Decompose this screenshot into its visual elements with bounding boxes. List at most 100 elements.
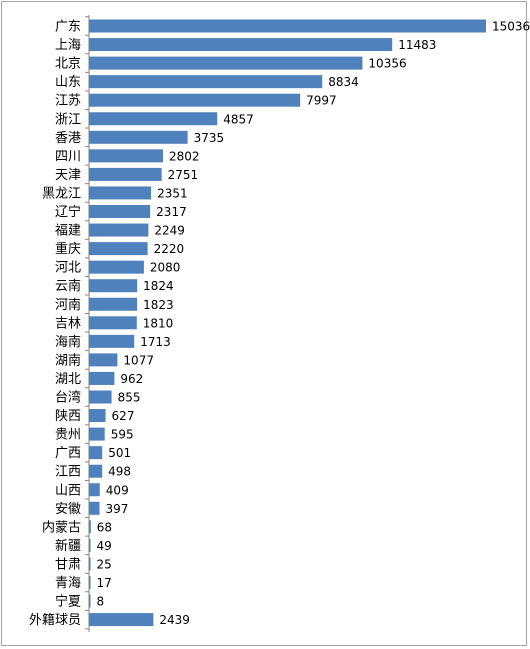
category-label: 江苏 bbox=[55, 93, 81, 109]
bar bbox=[89, 594, 91, 608]
value-label: 1077 bbox=[123, 353, 154, 367]
category-label: 北京 bbox=[55, 57, 81, 72]
category-label: 宁夏 bbox=[55, 594, 81, 610]
value-label: 1823 bbox=[143, 298, 174, 312]
bar bbox=[89, 205, 151, 218]
category-label: 陕西 bbox=[55, 409, 81, 424]
bar bbox=[89, 167, 162, 181]
category-label: 外籍球员 bbox=[29, 612, 81, 628]
value-label: 1824 bbox=[143, 279, 174, 293]
bar bbox=[89, 260, 144, 274]
bar bbox=[89, 112, 218, 126]
value-label: 49 bbox=[97, 539, 112, 553]
value-label: 3735 bbox=[194, 131, 225, 145]
value-label: 2220 bbox=[154, 242, 185, 256]
category-label: 山西 bbox=[55, 483, 81, 498]
bar bbox=[89, 427, 105, 441]
bar bbox=[89, 483, 100, 497]
value-label: 17 bbox=[97, 576, 112, 590]
bar bbox=[89, 538, 91, 552]
bar bbox=[89, 520, 91, 534]
value-label: 2317 bbox=[156, 205, 187, 219]
value-label: 409 bbox=[106, 483, 129, 497]
value-label: 8 bbox=[97, 595, 105, 609]
value-label: 2249 bbox=[154, 224, 185, 238]
value-label: 8834 bbox=[328, 75, 359, 89]
category-label: 海南 bbox=[55, 334, 81, 350]
category-label: 吉林 bbox=[55, 316, 81, 331]
bar bbox=[89, 557, 91, 571]
category-label: 内蒙古 bbox=[42, 519, 81, 535]
category-label: 福建 bbox=[55, 224, 81, 239]
bar bbox=[89, 38, 393, 52]
bar bbox=[89, 371, 115, 385]
value-label: 68 bbox=[97, 520, 112, 534]
bar bbox=[89, 409, 106, 423]
category-label: 辽宁 bbox=[55, 204, 81, 220]
bar bbox=[89, 186, 152, 200]
category-label: 河北 bbox=[55, 261, 81, 276]
value-label: 1810 bbox=[143, 316, 174, 330]
category-label: 广东 bbox=[55, 20, 81, 35]
category-label: 浙江 bbox=[55, 112, 81, 127]
bar bbox=[89, 93, 301, 107]
value-label: 4857 bbox=[223, 112, 254, 126]
category-label: 四川 bbox=[55, 149, 81, 164]
bar bbox=[89, 464, 103, 478]
bar bbox=[89, 130, 188, 144]
category-label: 青海 bbox=[55, 576, 81, 591]
value-label: 10356 bbox=[368, 57, 406, 71]
category-label: 黑龙江 bbox=[42, 186, 81, 201]
value-label: 2751 bbox=[168, 168, 199, 182]
value-label: 1713 bbox=[140, 335, 171, 349]
bar bbox=[89, 353, 118, 367]
category-label: 安徽 bbox=[55, 502, 81, 517]
category-label: 香港 bbox=[55, 131, 81, 146]
value-label: 2439 bbox=[159, 613, 190, 627]
bar bbox=[89, 56, 363, 70]
category-label: 湖南 bbox=[55, 352, 81, 368]
value-label: 501 bbox=[108, 446, 131, 460]
value-label: 2080 bbox=[150, 261, 181, 275]
bar bbox=[89, 297, 138, 311]
category-label: 江西 bbox=[55, 465, 81, 480]
value-label: 962 bbox=[120, 372, 143, 386]
category-label: 上海 bbox=[55, 38, 81, 53]
bar bbox=[89, 446, 103, 460]
value-label: 15036 bbox=[492, 20, 530, 34]
value-label: 855 bbox=[118, 391, 141, 405]
category-label: 天津 bbox=[55, 168, 81, 183]
bar bbox=[89, 242, 148, 256]
bar bbox=[89, 149, 163, 163]
bar bbox=[89, 223, 149, 237]
category-label: 重庆 bbox=[55, 241, 81, 257]
bar bbox=[89, 316, 137, 330]
bar bbox=[89, 334, 135, 348]
value-label: 498 bbox=[108, 465, 131, 479]
value-label: 2351 bbox=[157, 186, 188, 200]
bar bbox=[89, 19, 486, 33]
value-label: 25 bbox=[97, 557, 112, 571]
value-label: 7997 bbox=[306, 94, 337, 108]
category-label: 云南 bbox=[55, 278, 81, 294]
value-label: 2802 bbox=[169, 149, 200, 163]
category-label: 新疆 bbox=[55, 538, 81, 554]
category-label: 广西 bbox=[55, 446, 81, 461]
category-label: 湖北 bbox=[55, 372, 81, 387]
value-label: 627 bbox=[112, 409, 135, 423]
bar bbox=[89, 501, 100, 515]
category-label: 山东 bbox=[55, 75, 81, 90]
value-label: 397 bbox=[105, 502, 128, 516]
bar bbox=[89, 279, 138, 293]
category-label: 河南 bbox=[55, 297, 81, 313]
category-label: 贵州 bbox=[55, 428, 81, 443]
bar bbox=[89, 613, 154, 627]
value-label: 595 bbox=[111, 428, 134, 442]
bar bbox=[89, 576, 91, 589]
bar bbox=[89, 390, 112, 404]
category-label: 台湾 bbox=[55, 390, 81, 406]
bar bbox=[89, 75, 323, 89]
value-label: 11483 bbox=[398, 38, 436, 52]
category-label: 甘肃 bbox=[55, 557, 81, 572]
